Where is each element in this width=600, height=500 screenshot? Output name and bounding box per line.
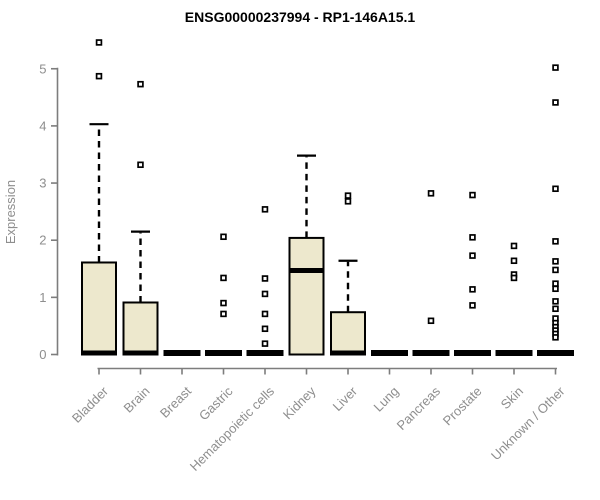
x-tick-label: Bladder bbox=[69, 383, 112, 426]
outlier-point bbox=[220, 299, 227, 307]
y-axis-label: Expression bbox=[3, 180, 18, 244]
outlier-point bbox=[344, 192, 352, 199]
x-tick-label: Pancreas bbox=[394, 383, 444, 433]
outlier-point bbox=[344, 198, 352, 205]
x-tick-label: Skin bbox=[498, 384, 526, 412]
box bbox=[81, 261, 117, 356]
y-tick-label: 3 bbox=[39, 176, 46, 191]
y-tick-label: 0 bbox=[39, 347, 46, 362]
outlier-point bbox=[261, 206, 269, 213]
y-tick-label: 1 bbox=[39, 290, 46, 305]
outlier-point bbox=[261, 290, 269, 298]
outlier-point bbox=[469, 234, 476, 241]
outlier-point bbox=[552, 99, 559, 106]
x-tick-label: Breast bbox=[157, 383, 194, 420]
outlier-point bbox=[261, 275, 269, 282]
outlier-point bbox=[427, 190, 435, 197]
y-tick-label: 2 bbox=[39, 233, 46, 248]
outlier-point bbox=[510, 274, 518, 282]
outlier-point bbox=[552, 334, 559, 341]
outlier-point bbox=[552, 305, 559, 313]
x-tick-label: Unknown / Other bbox=[488, 383, 568, 463]
outlier-point bbox=[220, 310, 227, 318]
y-tick-label: 5 bbox=[39, 61, 46, 76]
outlier-point bbox=[469, 286, 476, 293]
y-tick-label: 4 bbox=[39, 118, 46, 133]
outlier-point bbox=[552, 298, 559, 305]
outlier-point bbox=[510, 257, 518, 265]
outlier-point bbox=[552, 266, 559, 274]
chart-title: ENSG00000237994 - RP1-146A15.1 bbox=[185, 9, 416, 25]
x-tick-label: Kidney bbox=[280, 383, 319, 422]
outlier-point bbox=[137, 161, 144, 169]
outlier-point bbox=[552, 280, 559, 287]
outlier-point bbox=[469, 252, 476, 259]
box bbox=[288, 236, 325, 356]
x-tick-label: Lung bbox=[371, 384, 402, 415]
outlier-point bbox=[220, 274, 227, 282]
outlier-point bbox=[552, 258, 559, 265]
outlier-point bbox=[220, 233, 227, 241]
outlier-point bbox=[510, 242, 518, 250]
x-tick-label: Liver bbox=[330, 383, 361, 414]
outlier-point bbox=[552, 238, 559, 245]
outlier-point bbox=[552, 64, 559, 71]
x-tick-label: Brain bbox=[121, 384, 153, 416]
outlier-point bbox=[552, 185, 559, 193]
box bbox=[122, 301, 159, 356]
box bbox=[330, 311, 366, 356]
outlier-point bbox=[469, 302, 476, 309]
outlier-point bbox=[261, 340, 269, 347]
outlier-point bbox=[552, 285, 559, 293]
outlier-point bbox=[95, 72, 103, 80]
outlier-point bbox=[261, 310, 269, 318]
x-tick-label: Gastric bbox=[196, 383, 236, 423]
outlier-point bbox=[137, 80, 144, 88]
x-tick-label: Prostate bbox=[440, 384, 485, 429]
outlier-point bbox=[427, 317, 435, 325]
outlier-point bbox=[261, 325, 269, 333]
outlier-point bbox=[95, 39, 103, 46]
outlier-point bbox=[469, 191, 476, 199]
